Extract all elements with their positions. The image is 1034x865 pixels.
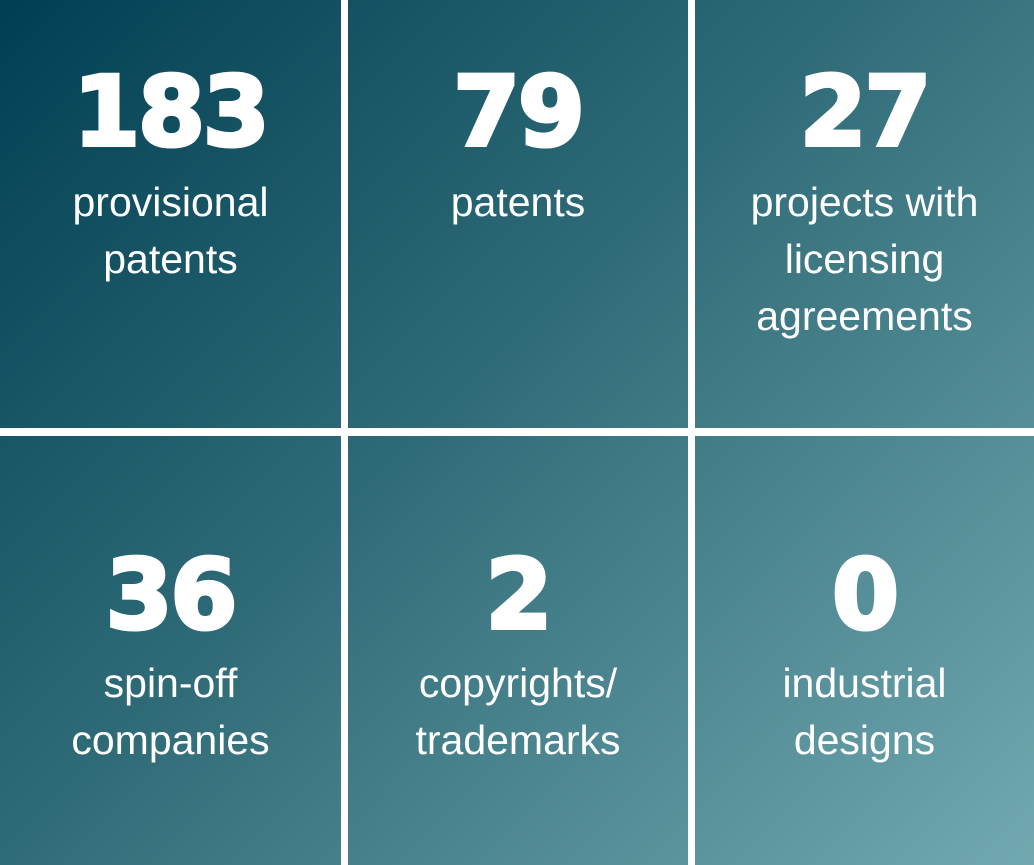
label-line: patents	[103, 236, 238, 282]
label-line: industrial	[782, 660, 947, 706]
label-line: trademarks	[415, 717, 621, 763]
stat-label: projects with licensing agreements	[695, 174, 1034, 345]
stat-number: 36	[104, 539, 240, 651]
stat-number: 79	[451, 56, 587, 168]
stat-number: 0	[830, 539, 901, 651]
stat-label: copyrights/trademarks	[348, 655, 688, 769]
divider	[0, 428, 1034, 436]
stat-label: provisional patents	[0, 174, 341, 288]
label-line: patents	[450, 179, 586, 225]
stat-tile: 2 copyrights/trademarks	[348, 436, 688, 865]
stat-number: 183	[71, 56, 271, 168]
label-line: licensing	[784, 236, 945, 282]
stat-tile: 0 industrial designs	[695, 436, 1034, 865]
label-line: companies	[71, 717, 270, 763]
label-line: designs	[793, 717, 936, 763]
label-line: spin-off	[103, 660, 238, 706]
stat-label: industrial designs	[695, 655, 1034, 769]
label-line: copyrights/	[418, 660, 618, 706]
stat-label: spin-off companies	[0, 655, 341, 769]
stat-number: 2	[484, 539, 555, 651]
stat-label: patents	[348, 174, 688, 231]
stat-number: 27	[798, 56, 934, 168]
stat-tile: 79 patents	[348, 0, 688, 428]
stat-tile: 183 provisional patents	[0, 0, 341, 428]
stat-tile: 36 spin-off companies	[0, 436, 341, 865]
stat-tile: 27 projects with licensing agreements	[695, 0, 1034, 428]
label-line: provisional	[72, 179, 269, 225]
label-line: agreements	[756, 293, 973, 339]
label-line: projects with	[750, 179, 979, 225]
